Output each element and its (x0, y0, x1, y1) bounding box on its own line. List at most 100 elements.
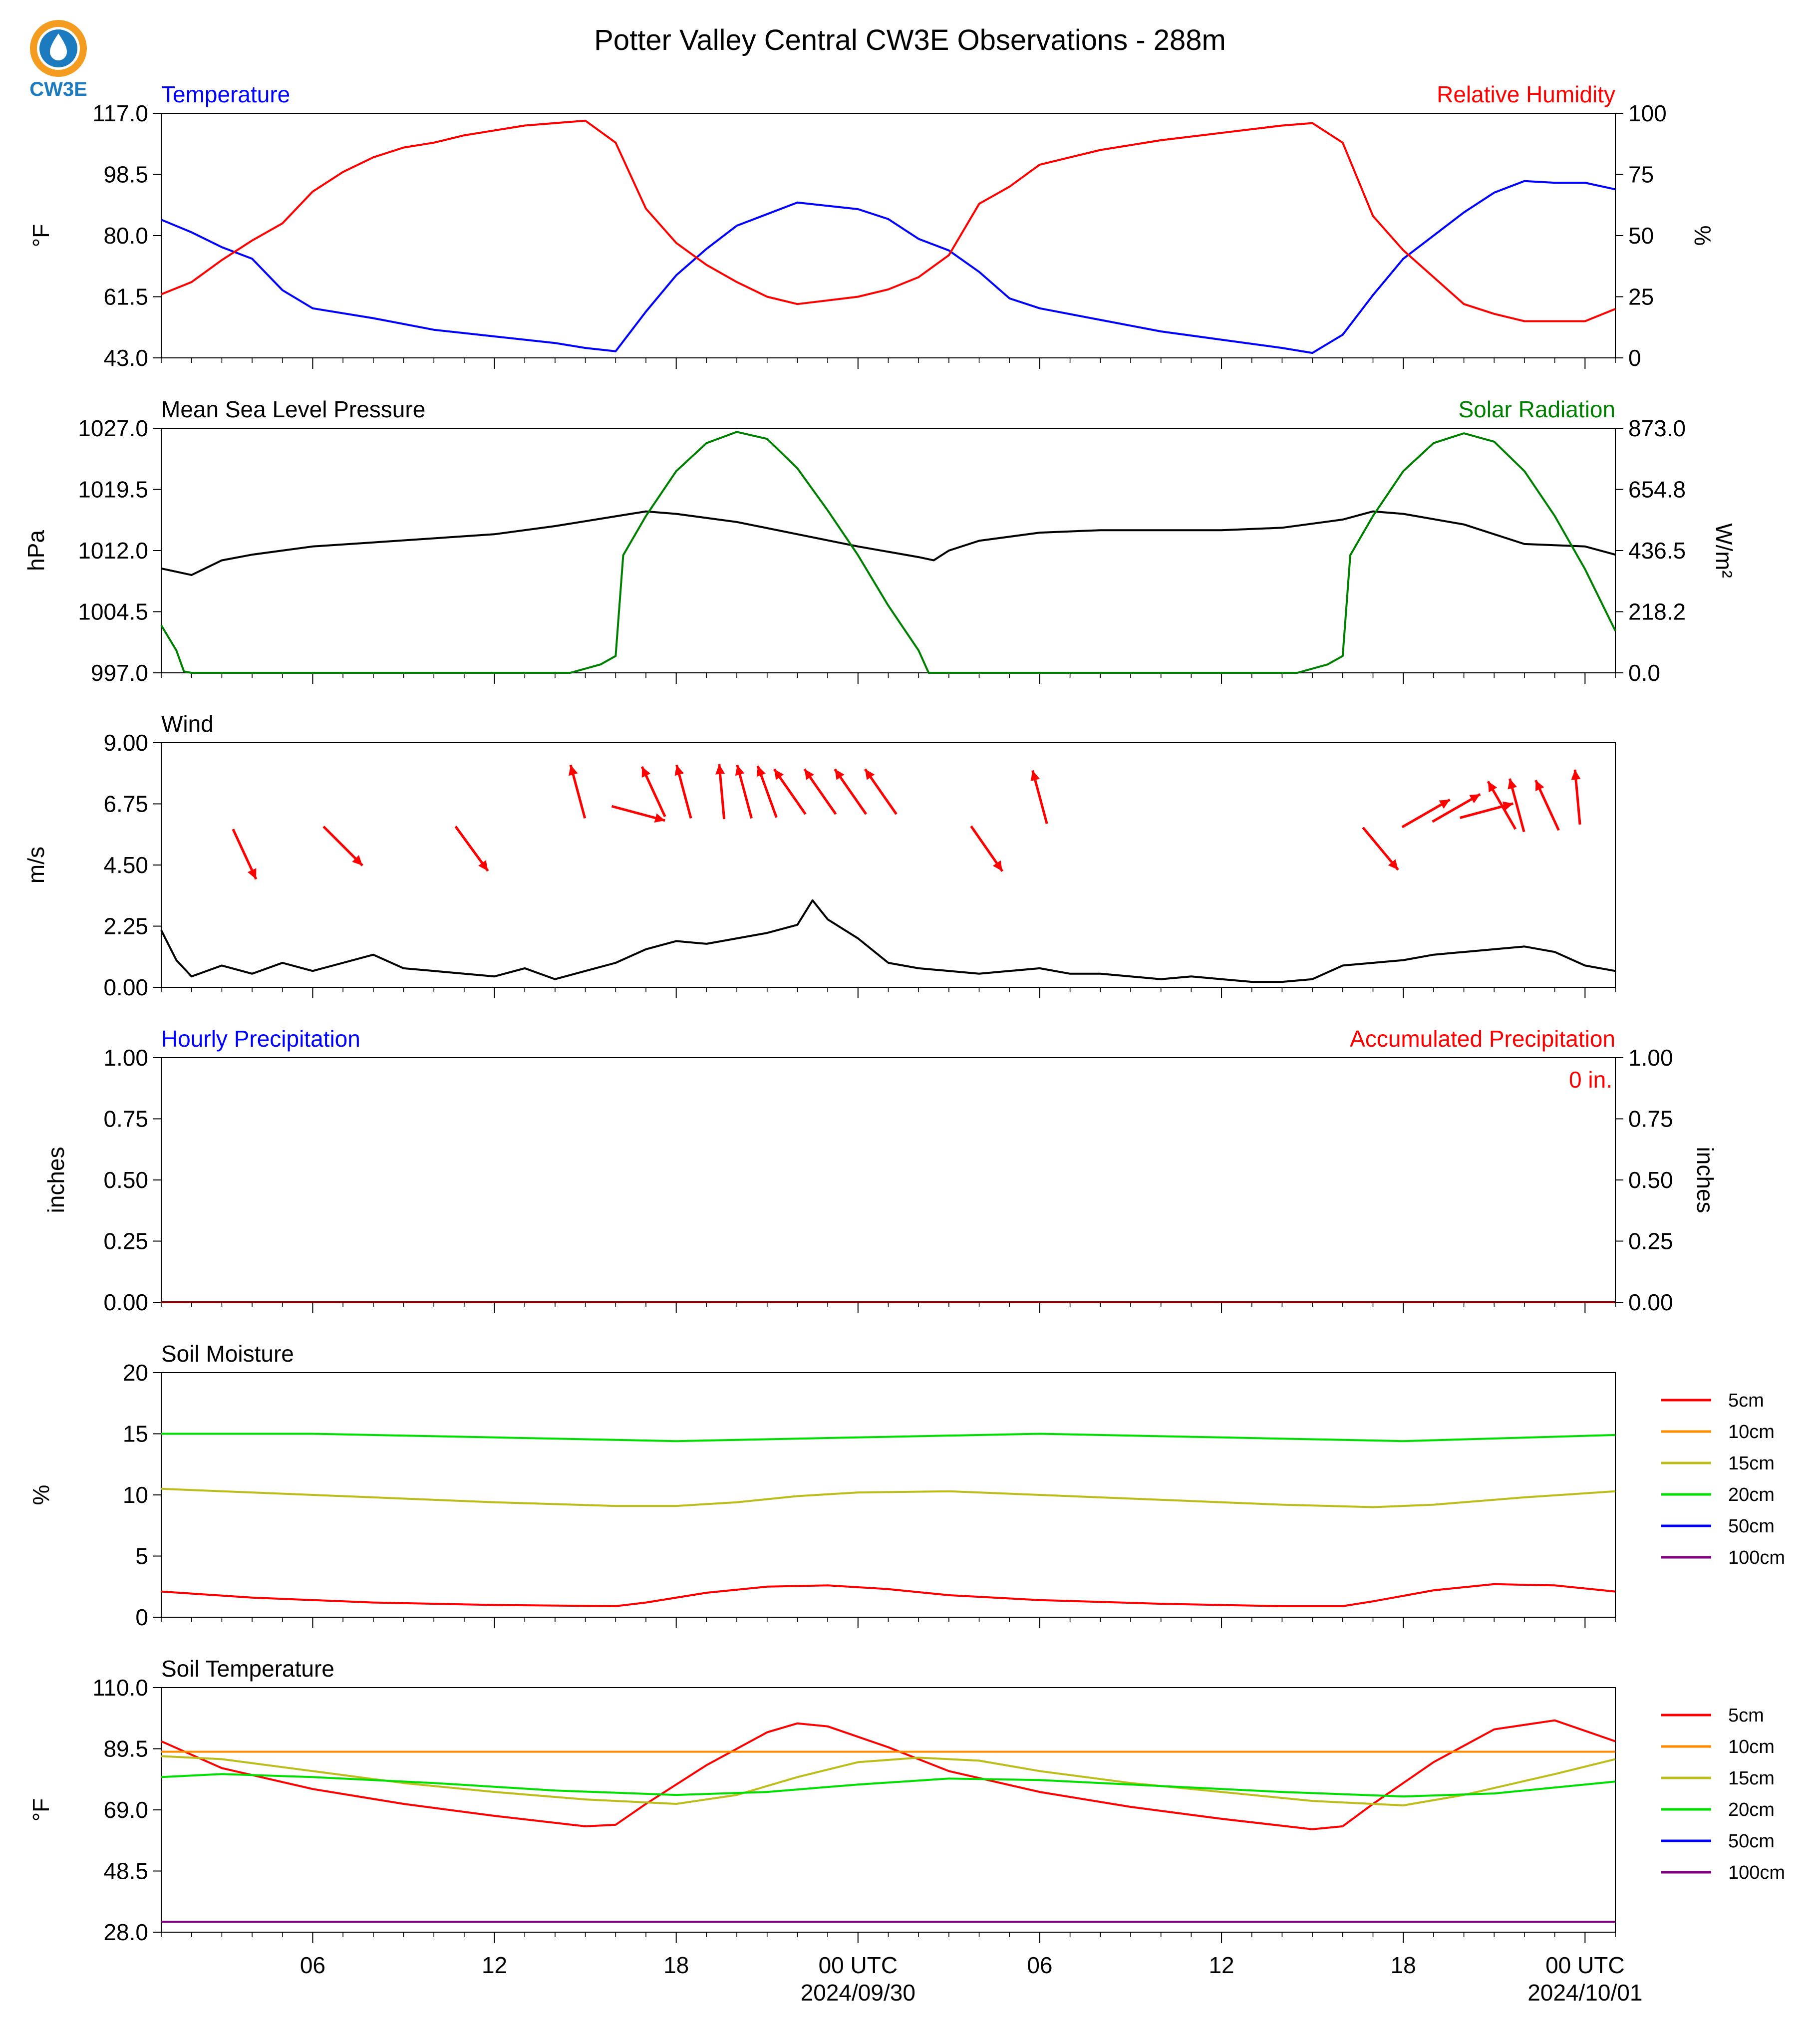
y-tick-label: 1004.5 (78, 599, 148, 625)
x-date-label: 2024/10/01 (1527, 1980, 1642, 2006)
wind-arrow-head-icon (478, 860, 488, 871)
wind-arrow-head-icon (735, 765, 745, 776)
y-tick-label: 5 (135, 1543, 148, 1569)
y-tick-label: 0.00 (103, 1289, 148, 1315)
y-axis-label: °F (28, 1798, 54, 1822)
y-tick-label: 69.0 (103, 1797, 148, 1823)
x-tick-label: 00 UTC (1545, 1952, 1624, 1978)
figure-title: Potter Valley Central CW3E Observations … (594, 24, 1226, 56)
wind-arrow-head-icon (1535, 780, 1544, 792)
y-right-axis-label: W/m² (1711, 523, 1737, 578)
panel-title-right: Solar Radiation (1458, 396, 1615, 422)
legend-label: 10cm (1728, 1737, 1775, 1757)
wind-arrow-head-icon (1469, 794, 1481, 804)
y-axis-label: °F (28, 224, 54, 248)
y-tick-label: 0.50 (103, 1167, 148, 1193)
wind-arrow-head-icon (248, 868, 257, 879)
y-tick-label: 20 (123, 1360, 148, 1386)
panel-wind: Wind 0.00 2.25 4.50 6.75 9.00 m/s (23, 711, 1616, 1000)
x-date-label: 2024/09/30 (801, 1980, 915, 2006)
panel-title-left: Soil Moisture (161, 1341, 294, 1367)
panel-soil_temperature: Soil Temperature 28.0 48.5 69.0 89.5 110.0 °F 5… (28, 1656, 1785, 2006)
chart-panels: Temperature Relative Humidity 43.0 61.5 80.0… (23, 81, 1785, 2006)
y-right-tick-label: 0.0 (1628, 660, 1660, 686)
y-tick-label: 10 (123, 1482, 148, 1508)
series-line-soil_moisture-1 (161, 1487, 1616, 1508)
wind-arrow-head-icon (674, 765, 684, 776)
wind-arrow-head-icon (1030, 770, 1040, 782)
wind-arrow-head-icon (1488, 781, 1498, 793)
cw3e-logo: CW3E (29, 20, 87, 100)
series-line-pressure_solar-1 (160, 431, 1616, 674)
y-right-tick-label: 0 (1628, 345, 1641, 371)
legend-label: 20cm (1728, 1484, 1775, 1505)
y-right-tick-label: 0.50 (1628, 1167, 1673, 1193)
y-right-axis-label: inches (1692, 1147, 1718, 1213)
y-right-tick-label: 654.8 (1628, 477, 1686, 503)
legend-label: 20cm (1728, 1799, 1775, 1820)
y-right-tick-label: 0.25 (1628, 1228, 1673, 1254)
y-tick-label: 997.0 (91, 660, 148, 686)
y-tick-label: 1012.0 (78, 538, 148, 564)
panel-precip: Hourly Precipitation Accumulated Precipit… (43, 1026, 1718, 1315)
x-tick-label: 18 (663, 1952, 689, 1978)
legend-label: 15cm (1728, 1768, 1775, 1789)
panel-title-right: Relative Humidity (1437, 81, 1615, 107)
wind-arrow-head-icon (1388, 859, 1398, 870)
panel-title-left: Mean Sea Level Pressure (161, 396, 425, 422)
y-right-axis-label: % (1690, 226, 1716, 246)
y-tick-label: 0 (135, 1604, 148, 1630)
panel-title-left: Hourly Precipitation (161, 1026, 360, 1052)
legend-label: 100cm (1728, 1862, 1785, 1883)
logo-text: CW3E (29, 78, 87, 100)
wind-arrow-head-icon (1502, 801, 1514, 811)
y-tick-label: 28.0 (103, 1919, 148, 1945)
x-tick-label: 18 (1391, 1952, 1416, 1978)
y-right-tick-label: 25 (1628, 284, 1654, 310)
wind-arrow-head-icon (835, 769, 845, 780)
x-tick-label: 12 (482, 1952, 507, 1978)
wind-arrow-head-icon (1508, 778, 1517, 790)
y-tick-label: 110.0 (92, 1675, 148, 1701)
x-tick-label: 06 (300, 1952, 325, 1978)
y-tick-label: 9.00 (103, 730, 148, 756)
wind-arrow-head-icon (804, 769, 814, 780)
wind-arrow-head-icon (654, 813, 665, 823)
panel-pressure_solar: Mean Sea Level Pressure Solar Radiation 99… (23, 396, 1737, 686)
series-line-soil_temperature-3 (161, 1773, 1616, 1798)
wind-arrow-head-icon (352, 855, 363, 866)
legend-label: 50cm (1728, 1831, 1775, 1852)
legend-label: 50cm (1728, 1516, 1775, 1537)
y-tick-label: 98.5 (103, 162, 148, 188)
y-tick-label: 80.0 (103, 223, 148, 249)
y-tick-label: 48.5 (103, 1858, 148, 1884)
wind-arrow-head-icon (865, 769, 875, 780)
y-right-tick-label: 0.00 (1628, 1289, 1673, 1315)
wind-arrow-head-icon (1439, 800, 1450, 809)
wind-arrow-head-icon (774, 769, 784, 780)
panel-title-right: Accumulated Precipitation (1350, 1026, 1615, 1052)
series-line-soil_moisture-0 (161, 1583, 1616, 1607)
wind-arrow-head-icon (756, 766, 766, 777)
y-right-tick-label: 218.2 (1628, 599, 1686, 625)
logo-ring-icon (30, 20, 87, 77)
series-line-soil_moisture-2 (161, 1433, 1616, 1443)
series-line-wind-0 (160, 899, 1616, 983)
panel-title-left: Soil Temperature (161, 1656, 334, 1682)
series-line-temp_rh-1 (161, 119, 1616, 322)
y-tick-label: 0.25 (103, 1228, 148, 1254)
panel-title-left: Temperature (161, 81, 290, 107)
y-right-tick-label: 1.00 (1628, 1045, 1673, 1071)
legend-label: 15cm (1728, 1453, 1775, 1474)
y-axis-label: hPa (23, 530, 49, 571)
y-right-tick-label: 100 (1628, 100, 1667, 126)
y-tick-label: 117.0 (92, 100, 148, 126)
x-tick-label: 12 (1209, 1952, 1234, 1978)
series-line-soil_temperature-0 (161, 1719, 1616, 1830)
y-tick-label: 43.0 (103, 345, 148, 371)
y-tick-label: 1019.5 (78, 477, 148, 503)
legend-label: 5cm (1728, 1705, 1764, 1726)
series-line-temp_rh-0 (161, 180, 1616, 354)
logo-drop-icon (50, 33, 67, 60)
